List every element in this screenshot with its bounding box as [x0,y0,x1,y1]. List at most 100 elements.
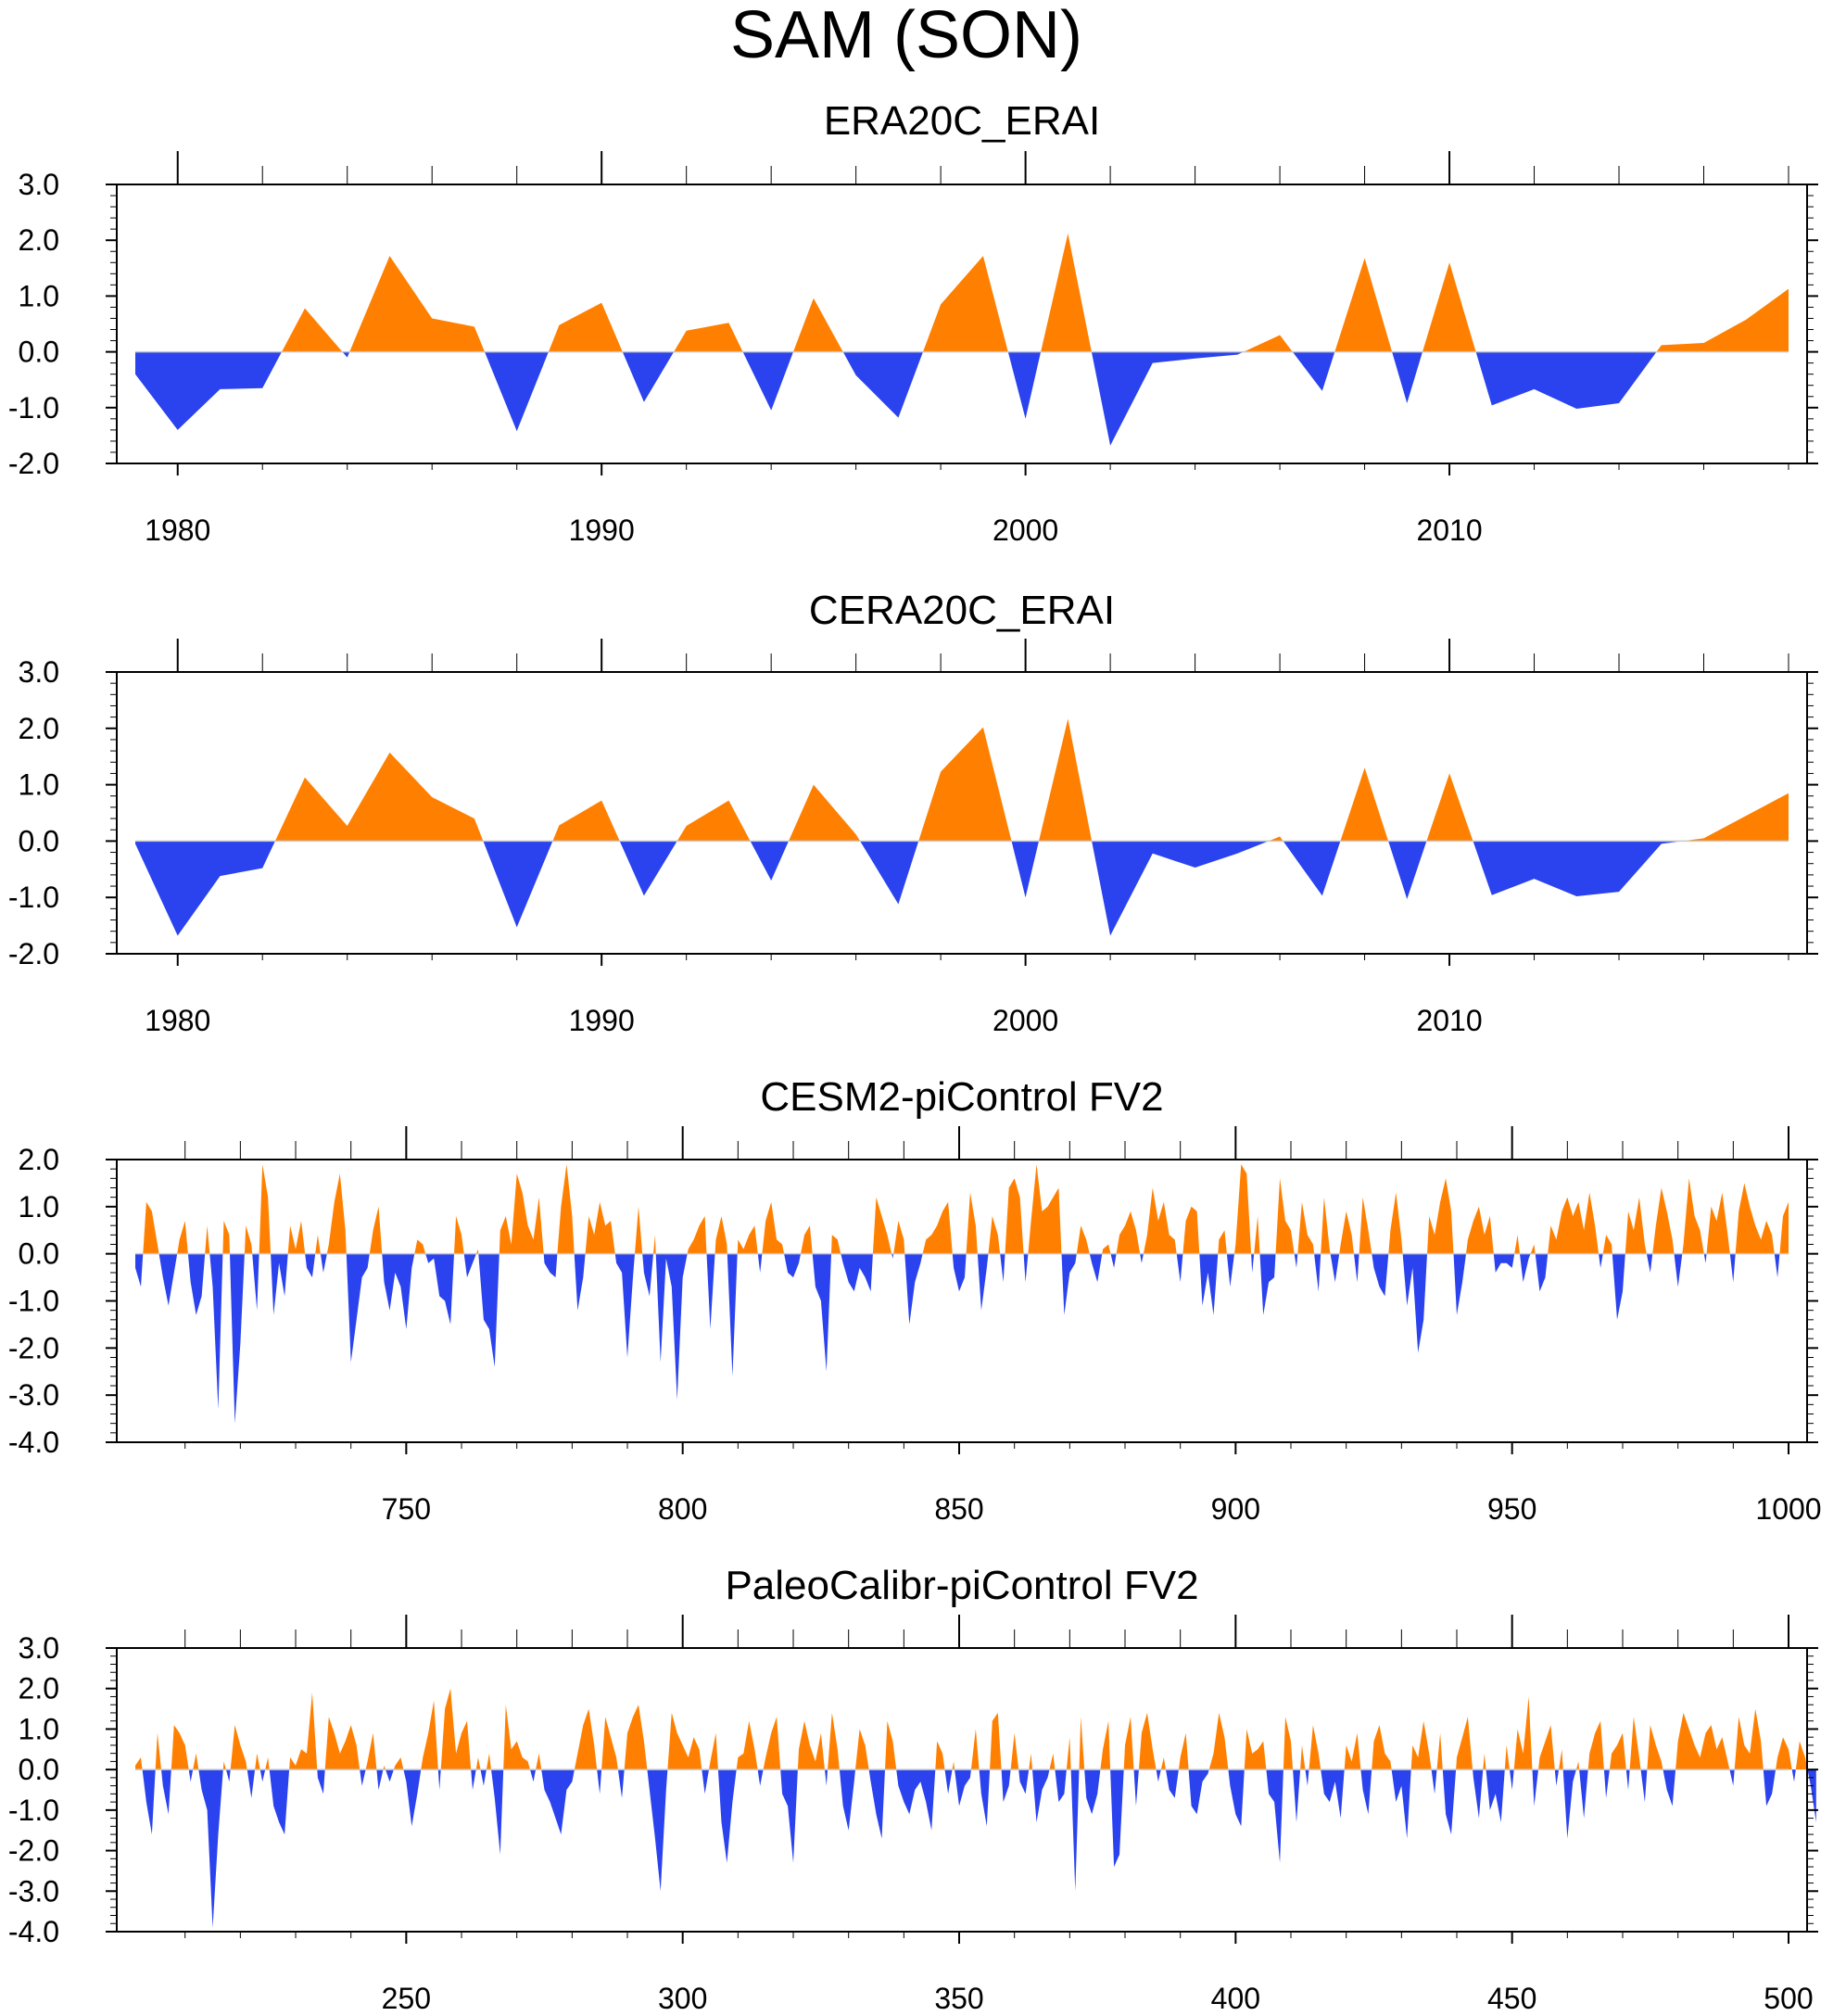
negative-area [317,1769,325,1794]
negative-area [1091,351,1244,446]
negative-area [161,1769,171,1815]
negative-area [1625,1769,1630,1790]
positive-area [1587,1720,1604,1770]
negative-area [642,1253,653,1297]
negative-area [1554,1769,1560,1786]
y-tick-label: 0.0 [19,1237,59,1271]
positive-area [255,1753,260,1770]
negative-area [619,841,677,896]
negative-area [1110,1769,1124,1868]
positive-area [1410,1720,1432,1770]
y-tick-label: 2.0 [19,712,59,745]
negative-area [135,1253,144,1287]
negative-area [1176,1253,1183,1283]
positive-area [1123,1717,1134,1770]
positive-area [244,1225,253,1254]
negative-area [135,351,282,430]
negative-area [1392,351,1422,403]
positive-area [1049,1753,1056,1770]
negative-area [1612,1253,1625,1320]
positive-area [230,1725,247,1770]
positive-area [1422,262,1476,352]
negative-area [135,841,275,936]
negative-area [158,1253,178,1306]
negative-area [706,1253,715,1329]
negative-area [342,351,350,358]
negative-area [647,1769,668,1892]
negative-area [1473,1769,1484,1819]
positive-area [1609,1732,1626,1770]
x-tick-label: 950 [1487,1492,1536,1526]
positive-area [1268,836,1283,842]
positive-area [1066,1737,1071,1770]
negative-area [617,1769,625,1798]
x-tick-label: 250 [382,1982,431,2015]
positive-area [205,1225,210,1254]
negative-area [1388,841,1427,899]
negative-area [225,1769,231,1782]
negative-area [1391,1769,1411,1839]
negative-area [1442,1769,1457,1835]
negative-area [1283,841,1341,896]
negative-area [247,1769,256,1798]
positive-area [282,308,343,352]
positive-area [1734,1708,1764,1770]
x-tick-label: 1980 [145,1004,210,1037]
positive-area [557,1164,575,1254]
positive-area [369,1206,383,1254]
negative-area [1266,1769,1283,1863]
negative-area [1156,1769,1161,1782]
negative-area [944,1769,953,1794]
positive-area [1602,1235,1612,1254]
positive-area [1548,1192,1599,1254]
x-tick-label: 400 [1211,1982,1260,2015]
positive-area [1041,234,1092,352]
positive-area [736,1720,758,1770]
y-tick-label: -3.0 [8,1874,59,1908]
positive-area [222,1761,226,1770]
negative-area [271,1253,288,1315]
positive-area [177,1221,188,1254]
negative-area [1084,1769,1101,1815]
negative-area [480,1769,487,1786]
positive-area [287,1221,306,1254]
negative-area [1292,351,1335,391]
negative-area [209,1253,223,1410]
negative-area [425,1253,454,1325]
positive-area [763,1717,781,1770]
positive-area [1234,1164,1252,1254]
positive-area [193,1753,199,1770]
negative-area [1330,1253,1340,1283]
positive-area [1208,1712,1229,1770]
panel-cesm2-picontrol: CESM2-piControl FV2 -4.0 -3.0 -2.0 -1.0 0.0 1… [8,1074,1822,1526]
negative-area [1372,1253,1389,1297]
positive-area [1029,1753,1032,1770]
positive-area [1283,1717,1294,1770]
positive-area [988,1216,1001,1254]
positive-area [1102,1244,1111,1254]
positive-area [289,1693,318,1770]
negative-area [597,1769,602,1794]
negative-area [1354,1253,1359,1283]
negative-area [655,1253,688,1401]
negative-area [780,1769,798,1863]
y-tick-label: -1.0 [8,391,59,425]
x-tick-label: 1980 [145,514,210,547]
positive-area [393,1757,404,1770]
negative-area [346,1253,370,1363]
positive-area [1675,1712,1730,1770]
positive-area [143,1201,159,1254]
y-tick-label: -2.0 [8,1331,59,1364]
negative-area [142,1769,156,1835]
negative-area [437,1769,441,1790]
positive-area [1005,1178,1024,1254]
positive-area [966,1192,978,1254]
negative-area [574,1253,586,1311]
negative-area [471,1769,476,1790]
positive-area [1028,1164,1062,1254]
positive-area [475,1757,481,1770]
positive-area [653,1235,656,1254]
panel-era20c-erai: ERA20C_ERAI -2.0 -1.0 0.0 1.0 2.0 3.0 1980 1990… [8,98,1818,547]
negative-area [320,1253,327,1273]
negative-area [530,1769,537,1782]
